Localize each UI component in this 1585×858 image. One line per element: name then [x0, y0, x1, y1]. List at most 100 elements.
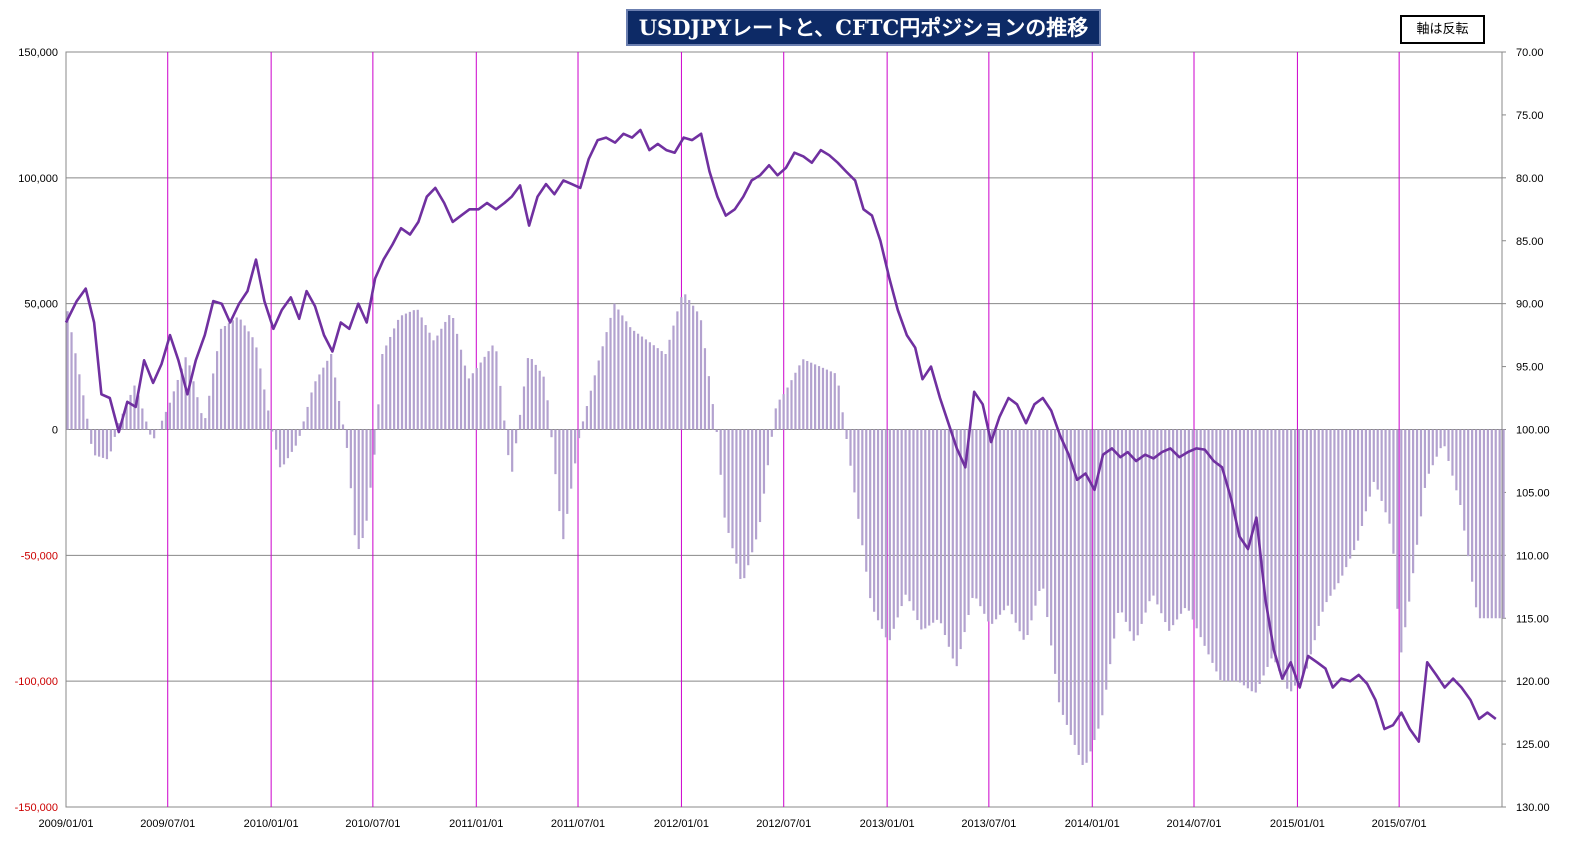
position-bar: [357, 429, 360, 550]
position-bar: [1069, 429, 1072, 735]
right-tick-label: 110.00: [1516, 550, 1549, 562]
position-bar: [408, 311, 411, 430]
position-bar: [172, 391, 175, 430]
position-bar: [251, 337, 254, 430]
position-bar: [164, 411, 168, 430]
position-bar: [1164, 429, 1167, 623]
position-bar: [1309, 429, 1312, 655]
position-bar: [263, 389, 266, 430]
position-bar: [381, 354, 384, 430]
position-bar: [1317, 429, 1320, 626]
position-bar: [393, 328, 396, 430]
position-bar: [1431, 429, 1434, 466]
position-bar: [105, 429, 109, 460]
position-bar: [1478, 429, 1482, 619]
position-bar: [271, 429, 274, 432]
position-bar: [491, 345, 494, 430]
position-bar: [1463, 429, 1466, 531]
position-bar: [471, 373, 474, 430]
position-bar: [609, 317, 612, 430]
position-bar: [74, 353, 77, 430]
position-bar: [1061, 429, 1065, 715]
position-bar: [1325, 429, 1328, 603]
position-bar: [97, 429, 101, 457]
position-bar: [1175, 429, 1179, 620]
position-bar: [711, 404, 714, 430]
position-bar: [1388, 429, 1391, 524]
position-bar: [168, 402, 171, 430]
position-bar: [1333, 429, 1336, 590]
position-bar: [259, 368, 262, 430]
position-bar: [747, 429, 750, 566]
position-bar: [1451, 429, 1454, 476]
position-bar: [70, 332, 73, 430]
position-bar: [330, 354, 333, 430]
position-bar: [247, 331, 250, 430]
position-bar: [515, 429, 518, 444]
position-bar: [955, 429, 958, 667]
position-bar: [227, 323, 231, 430]
position-bar: [1042, 429, 1045, 589]
position-bar: [570, 429, 573, 489]
position-bar: [821, 367, 825, 430]
position-bar: [1242, 429, 1246, 686]
position-bar: [349, 429, 352, 489]
position-bar: [562, 429, 565, 540]
position-bar: [1223, 429, 1226, 682]
position-bar: [1329, 429, 1332, 596]
position-bar: [1486, 429, 1489, 619]
position-bar: [231, 320, 234, 430]
position-bar: [1219, 429, 1222, 680]
position-bar: [495, 351, 498, 430]
position-bar: [983, 429, 986, 614]
position-bar: [1097, 429, 1100, 729]
position-bar: [1053, 429, 1057, 674]
position-bar: [1293, 429, 1297, 686]
position-bar: [298, 429, 301, 436]
position-bar: [873, 429, 876, 612]
right-tick-label: 75.00: [1516, 110, 1544, 122]
position-bar: [1034, 429, 1037, 606]
position-bar: [1427, 429, 1430, 474]
position-bar: [452, 318, 455, 430]
position-bar: [692, 305, 695, 430]
position-bar: [334, 377, 337, 430]
position-bar: [762, 429, 766, 494]
position-bar: [971, 429, 974, 598]
position-bar: [1392, 429, 1395, 554]
position-bar: [286, 429, 290, 459]
position-bar: [703, 348, 707, 430]
position-bar: [1404, 429, 1407, 628]
position-bar: [1459, 429, 1462, 505]
position-bar: [743, 429, 746, 579]
position-bar: [1050, 429, 1053, 646]
position-bar: [294, 429, 297, 446]
x-tick-label: 2013/01/01: [860, 818, 915, 830]
right-tick-label: 105.00: [1516, 487, 1550, 499]
position-bar: [1415, 429, 1419, 545]
position-bar: [542, 376, 545, 430]
position-bar: [455, 333, 459, 430]
position-bar: [156, 429, 160, 430]
position-bar: [1423, 429, 1427, 488]
position-bar: [876, 429, 880, 621]
position-bar: [160, 420, 164, 430]
position-bar: [184, 357, 187, 430]
position-bar: [1364, 429, 1368, 512]
position-bar: [979, 429, 982, 607]
position-bar: [448, 315, 451, 430]
position-bar: [436, 335, 439, 430]
position-bar: [928, 429, 931, 626]
x-tick-label: 2013/07/01: [961, 818, 1016, 830]
position-bar: [920, 429, 923, 630]
position-bar: [424, 325, 427, 430]
position-bar: [908, 429, 911, 602]
position-bar: [1026, 429, 1029, 636]
position-bar: [1022, 429, 1025, 640]
position-bar: [141, 408, 144, 430]
position-bar: [774, 408, 777, 430]
position-bar: [888, 429, 891, 641]
position-bar: [932, 429, 935, 623]
x-tick-label: 2009/07/01: [140, 818, 195, 830]
position-bar: [1274, 429, 1277, 663]
